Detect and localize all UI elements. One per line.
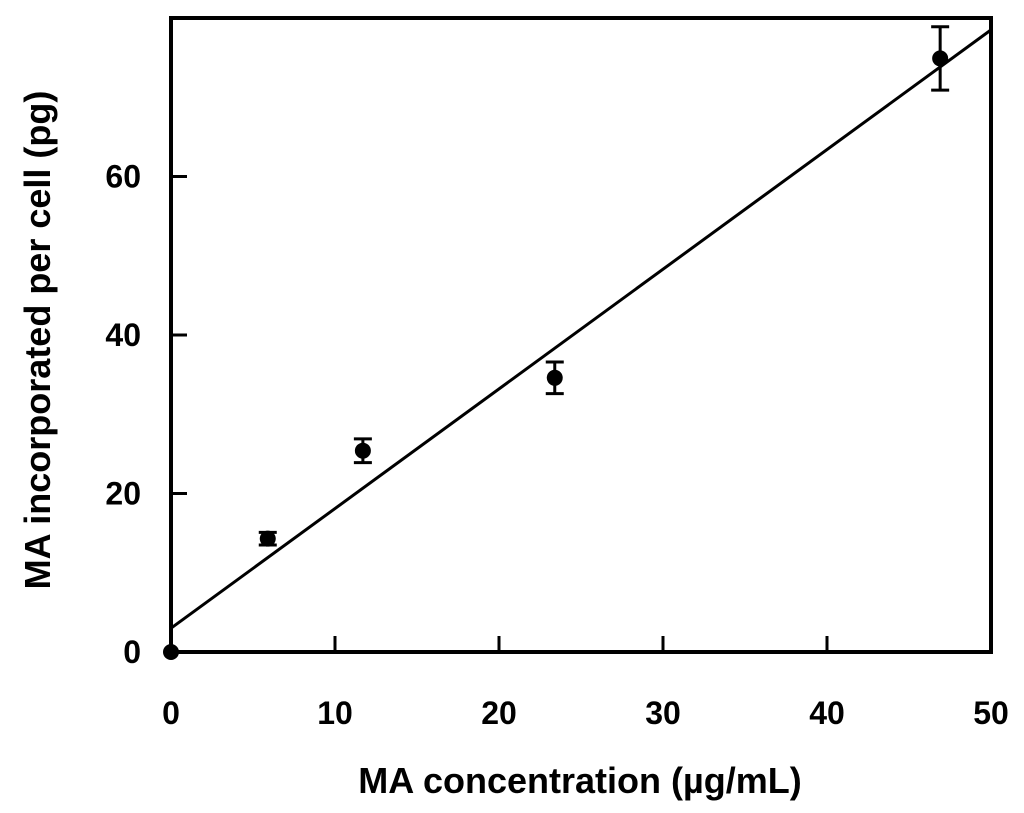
marks: [163, 25, 992, 660]
labels: MA concentration (µg/mL) MA incorporated…: [17, 91, 802, 801]
x-tick-label: 10: [317, 695, 353, 731]
x-tick-label: 30: [645, 695, 681, 731]
y-axis-title: MA incorporated per cell (pg): [17, 91, 58, 590]
data-point: [354, 442, 371, 459]
y-tick-label: 20: [105, 476, 141, 512]
y-tick-label: 0: [123, 634, 141, 670]
x-tick-label: 20: [481, 695, 517, 731]
data-point: [932, 50, 949, 67]
y-tick-label: 40: [105, 317, 141, 353]
x-tick-label: 0: [162, 695, 180, 731]
plot-frame: [169, 16, 993, 654]
data-point: [259, 530, 276, 547]
x-tick-label: 50: [973, 695, 1009, 731]
data-point: [163, 644, 179, 660]
x-tick-label: 40: [809, 695, 845, 731]
axes: 0 10 20 30 40 50 0 20 40 60: [105, 16, 1009, 731]
x-axis-title: MA concentration (µg/mL): [358, 760, 801, 801]
data-point: [546, 369, 563, 386]
y-tick-label: 60: [105, 159, 141, 195]
fit-line: [170, 28, 992, 630]
